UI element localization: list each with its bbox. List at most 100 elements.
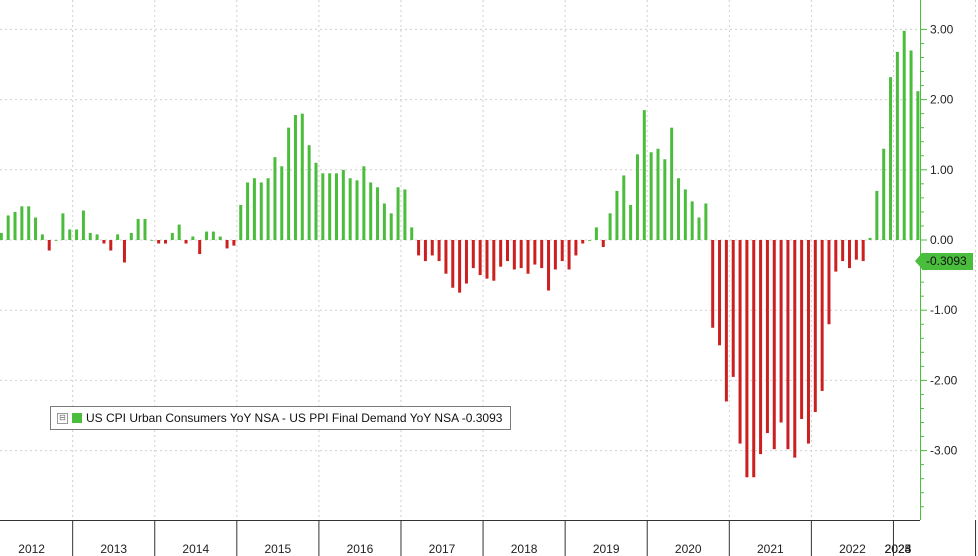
bar <box>109 240 113 251</box>
bar <box>389 213 393 240</box>
bar <box>752 240 756 478</box>
bar <box>786 240 790 450</box>
bar <box>916 91 920 241</box>
bar <box>533 240 537 265</box>
bar <box>485 240 489 279</box>
bar <box>492 240 496 281</box>
bar <box>875 190 879 240</box>
x-tick-label: 2022 <box>839 542 866 556</box>
bar <box>143 218 147 240</box>
bar <box>635 154 639 240</box>
bar <box>341 169 345 240</box>
bar <box>293 115 297 240</box>
bar <box>362 166 366 240</box>
x-tick-label: 2020 <box>675 542 702 556</box>
bar <box>499 240 503 267</box>
bar <box>731 240 735 377</box>
bar <box>102 240 106 244</box>
bar <box>649 152 653 240</box>
bar <box>191 236 195 240</box>
bar <box>834 240 838 272</box>
bar <box>61 213 65 240</box>
bar <box>711 240 715 328</box>
bar <box>328 173 332 240</box>
bar <box>560 240 564 262</box>
bar <box>444 240 448 274</box>
x-tick-label: 2018 <box>511 542 538 556</box>
bar <box>122 240 126 263</box>
bar <box>410 227 414 240</box>
y-tick-label: 1.00 <box>930 163 954 177</box>
x-tick-label: 2025 <box>885 542 912 556</box>
bar <box>68 229 72 240</box>
bar <box>34 217 38 240</box>
bar <box>765 240 769 434</box>
bar <box>820 240 824 391</box>
bar <box>430 240 434 256</box>
bar <box>6 215 10 240</box>
bar <box>704 203 708 240</box>
bar <box>321 173 325 240</box>
bar <box>608 213 612 240</box>
x-tick-label: 2021 <box>757 542 784 556</box>
y-tick-label: 3.00 <box>930 22 954 36</box>
last-value-tag: -0.3093 <box>915 253 973 270</box>
bar <box>252 178 256 240</box>
bar <box>423 240 427 262</box>
bar <box>471 240 475 269</box>
bar <box>307 145 311 240</box>
y-tick-label: 2.00 <box>930 93 954 107</box>
bar <box>540 240 544 269</box>
bar <box>793 240 797 458</box>
bar <box>211 231 215 240</box>
bar <box>506 240 509 262</box>
bar <box>724 240 728 402</box>
bar <box>779 240 783 423</box>
bar <box>136 218 140 240</box>
legend-label: US CPI Urban Consumers YoY NSA - US PPI … <box>86 411 503 425</box>
bar <box>806 240 810 444</box>
bar <box>526 240 530 274</box>
x-tick-label: 2019 <box>593 542 620 556</box>
bar <box>738 240 742 444</box>
bar <box>259 182 263 240</box>
bar <box>300 113 304 240</box>
bar <box>273 157 277 240</box>
bar <box>882 148 886 240</box>
bar <box>697 217 701 240</box>
bar <box>902 30 906 240</box>
legend-toggle-icon[interactable]: ⊟ <box>57 412 68 424</box>
y-tick-label: 0.00 <box>930 233 954 247</box>
y-tick-label: -1.00 <box>930 303 958 317</box>
bar <box>382 203 386 240</box>
bar <box>150 240 154 241</box>
bar <box>861 240 865 262</box>
bar <box>232 240 236 246</box>
bar <box>88 232 92 240</box>
bar <box>129 232 133 240</box>
bar <box>81 210 85 240</box>
bar <box>567 240 571 270</box>
bar <box>13 211 17 240</box>
bar <box>54 240 58 241</box>
bar <box>27 206 31 240</box>
bar <box>177 224 181 240</box>
bar <box>813 240 817 412</box>
bar <box>827 240 831 325</box>
legend[interactable]: ⊟ US CPI Urban Consumers YoY NSA - US PP… <box>50 406 512 430</box>
x-tick-label: 2017 <box>429 542 456 556</box>
bar <box>909 50 913 241</box>
bar <box>225 240 229 249</box>
bar <box>287 127 291 240</box>
bar <box>218 236 222 240</box>
x-tick-label: 2013 <box>100 542 127 556</box>
y-tick-label: -3.00 <box>930 444 958 458</box>
bar <box>759 240 763 455</box>
bar <box>683 189 687 240</box>
bar <box>889 77 893 240</box>
bar <box>403 189 407 240</box>
bar <box>895 51 899 240</box>
bar <box>622 175 626 240</box>
bar <box>266 178 270 240</box>
